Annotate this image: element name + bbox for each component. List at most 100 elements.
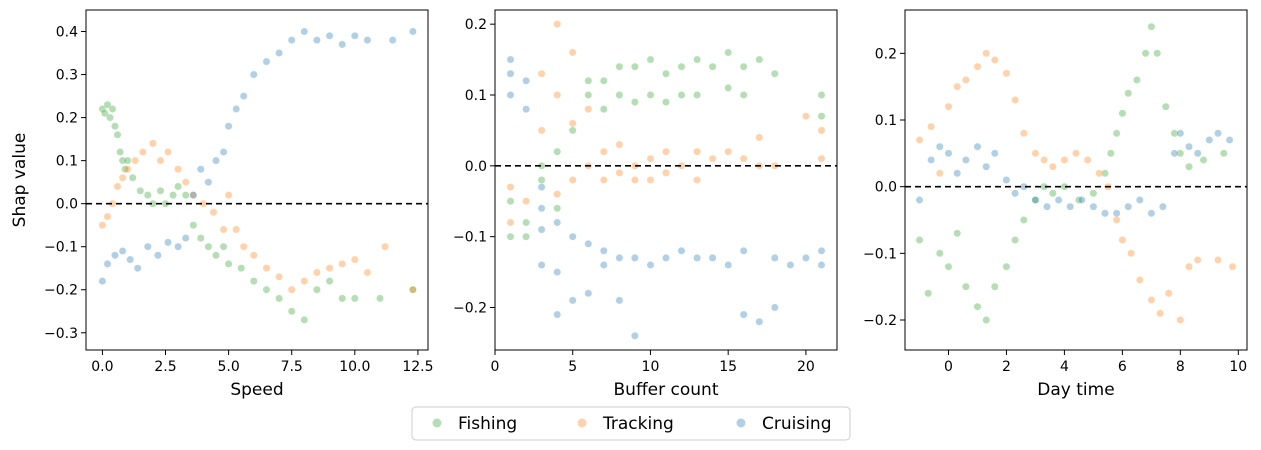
point-fishing [568,126,577,135]
point-tracking [338,260,347,268]
point-cruising [817,246,826,255]
point-fishing [98,105,107,113]
x-axis-label: Buffer count [614,380,719,400]
point-fishing [338,294,347,303]
point-cruising [1031,196,1040,204]
point-tracking [1095,169,1104,178]
point-tracking [537,126,546,135]
y-tick-label: −0.1 [44,240,78,256]
point-cruising [553,310,562,319]
point-tracking [553,190,562,199]
point-fishing [136,186,145,195]
point-cruising [755,317,764,326]
x-tick-label: 12.5 [402,359,433,375]
legend-label-fishing: Fishing [458,414,517,434]
x-tick-label: 8 [1176,359,1185,375]
point-tracking [599,176,608,184]
point-cruising [537,225,546,234]
point-cruising [1124,202,1133,211]
panel-2-points [506,20,826,340]
point-cruising [584,239,593,248]
point-cruising [388,36,397,44]
point-fishing [755,55,764,64]
point-fishing [962,282,970,291]
point-fishing [1112,129,1121,138]
point-cruising [1185,142,1193,151]
point-cruising [189,191,198,199]
point-fishing [1089,189,1098,198]
point-fishing [189,221,198,230]
point-tracking [300,277,309,285]
point-fishing [1106,149,1115,158]
point-tracking [224,191,233,199]
y-tick-label: −0.2 [453,301,487,317]
point-fishing [973,302,982,311]
point-tracking [568,176,577,184]
point-fishing [990,282,999,291]
panel-2: 0 5 10 15 20 −0.2 −0.1 0.0 0.1 0.2 Buffer count [453,9,838,400]
point-cruising [338,40,347,49]
point-tracking [615,140,624,149]
legend-label-tracking: Tracking [602,414,674,434]
point-cruising [631,331,639,340]
point-tracking [174,165,182,174]
point-cruising [363,36,372,44]
x-tick-label: 4 [1060,359,1069,375]
x-tick-label: 10.0 [339,359,370,375]
point-fishing [677,62,686,71]
point-tracking [631,176,639,184]
point-cruising [249,70,258,79]
point-tracking [381,242,389,251]
point-tracking [1164,289,1173,298]
point-cruising [275,49,283,57]
point-cruising [1002,176,1011,184]
x-tick-label: 15 [719,359,737,375]
point-tracking [568,48,577,57]
legend-marker-cruising [736,418,746,428]
y-tick-label: −0.1 [863,246,897,262]
point-cruising [522,105,530,114]
point-fishing [924,289,933,298]
point-cruising [262,57,271,66]
point-tracking [1228,262,1237,271]
y-tick-label: 0.1 [875,113,897,129]
point-tracking [181,178,190,187]
point-cruising [553,268,562,276]
point-tracking [189,191,198,199]
point-cruising [770,254,779,262]
point-fishing [506,197,515,206]
legend-marker-fishing [432,418,442,428]
point-cruising [522,76,530,85]
point-fishing [599,105,608,114]
point-cruising [724,261,733,269]
point-fishing [584,76,593,85]
point-fishing [615,91,624,99]
point-tracking [249,251,258,260]
y-axis-label: Shap value [10,133,30,228]
point-tracking [325,264,334,273]
point-tracking [973,62,982,71]
point-cruising [953,169,962,178]
point-cruising [817,261,826,269]
point-cruising [325,31,334,40]
point-cruising [537,261,546,269]
point-fishing [1147,22,1156,31]
point-fishing [693,55,701,64]
point-cruising [1147,209,1156,218]
point-cruising [164,238,172,247]
point-fishing [237,264,246,273]
point-fishing [181,191,190,199]
point-tracking [662,147,670,156]
point-cruising [982,162,991,171]
point-fishing [1011,236,1019,244]
point-tracking [506,218,515,227]
y-tick-label: 0.2 [56,111,78,127]
point-tracking [313,268,321,277]
point-cruising [300,27,309,36]
point-fishing [944,262,953,271]
point-fishing [631,98,639,106]
point-tracking [927,122,935,131]
point-cruising [154,251,162,260]
point-cruising [599,261,608,269]
point-tracking [239,242,248,251]
